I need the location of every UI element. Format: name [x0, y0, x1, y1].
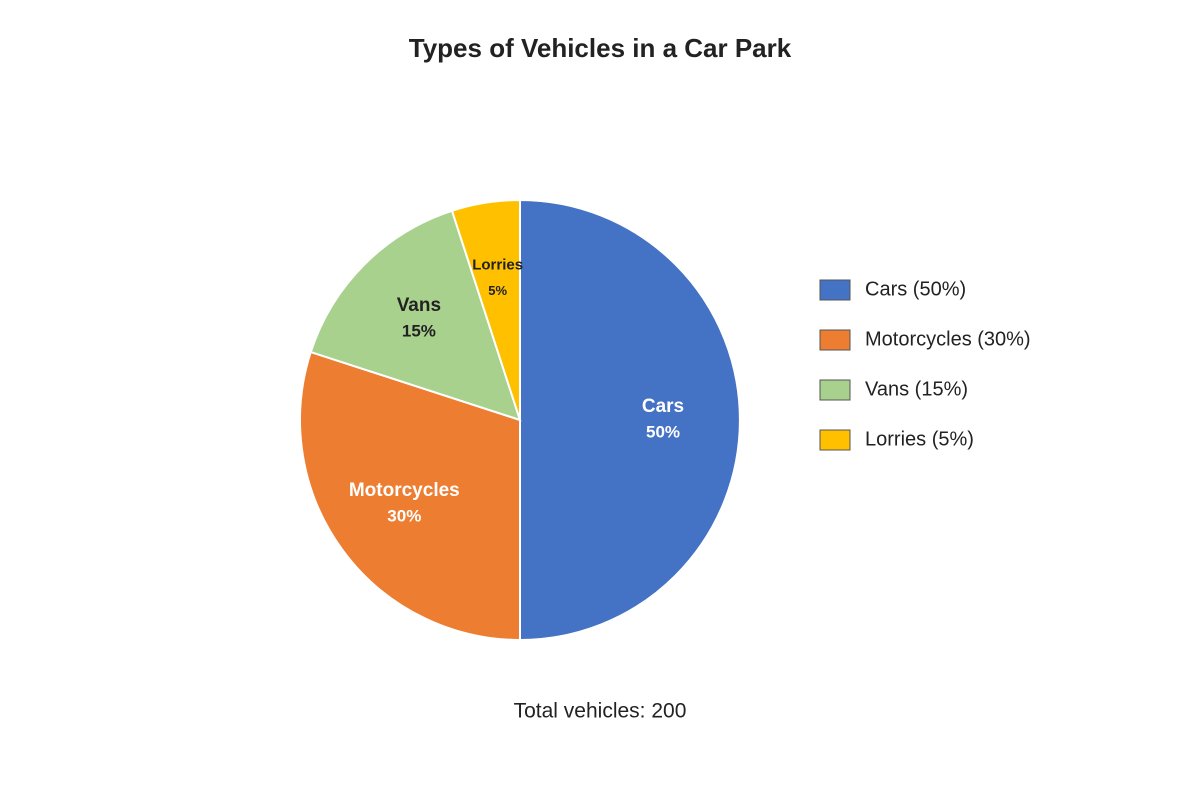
legend-swatch	[819, 429, 851, 451]
legend-swatch	[819, 329, 851, 351]
slice-label: Vans	[397, 295, 441, 316]
slice-value-label: 30%	[387, 507, 421, 526]
chart-title: Types of Vehicles in a Car Park	[409, 33, 792, 63]
slice-value-label: 5%	[488, 283, 507, 298]
legend-swatch	[819, 379, 851, 401]
pie-slice	[299, 350, 521, 642]
slice-value-label: 15%	[402, 321, 436, 340]
pie-slice	[450, 198, 521, 421]
annotation: Total vehicles: 200	[514, 700, 687, 723]
slice-label: Lorries	[472, 257, 523, 274]
pie-slice	[309, 209, 522, 422]
pie-slice	[519, 198, 741, 642]
slice-label: Cars	[642, 396, 684, 417]
slice-value-label: 50%	[646, 422, 680, 441]
legend-swatch	[819, 279, 851, 301]
legend-label: Vans (15%)	[865, 378, 968, 400]
legend-label: Cars (50%)	[865, 278, 966, 300]
legend-label: Lorries (5%)	[865, 428, 974, 450]
legend-label: Motorcycles (30%)	[865, 328, 1031, 350]
slice-label: Motorcycles	[349, 480, 460, 501]
